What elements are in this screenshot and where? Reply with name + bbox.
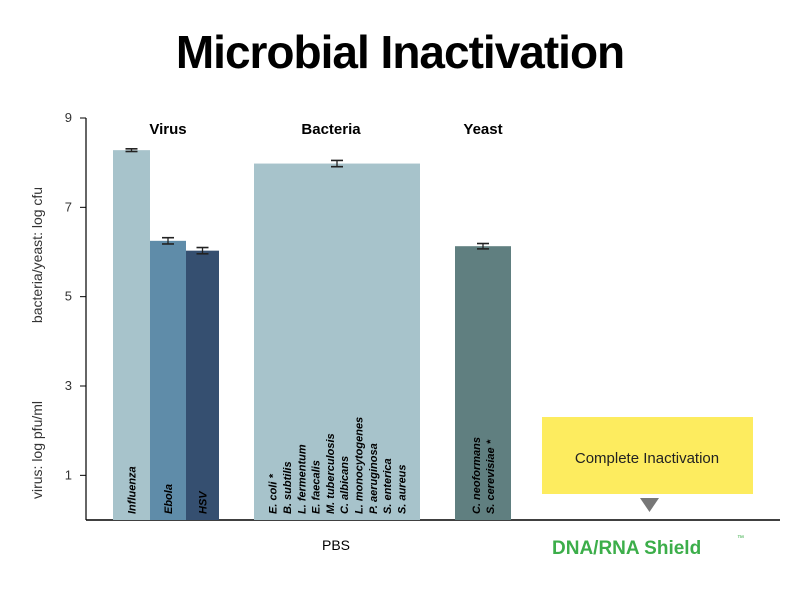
bar-label: M. tuberculosis xyxy=(325,433,337,514)
bar-label: L. fermentum xyxy=(296,444,308,514)
trademark-symbol: ™ xyxy=(737,535,744,542)
bar-label: E. faecalis xyxy=(311,460,323,514)
y-tick-label: 1 xyxy=(65,467,72,482)
y-axis-label-bacteria-yeast: bacteria/yeast: log cfu xyxy=(29,187,45,323)
x-category-pbs: PBS xyxy=(322,537,350,553)
bar-label: B. subtilis xyxy=(282,461,294,514)
bar-label: S. enterica xyxy=(382,458,394,514)
y-tick-label: 5 xyxy=(65,289,72,304)
down-triangle-marker xyxy=(640,498,659,512)
y-tick-label: 9 xyxy=(65,110,72,125)
bar-label: P. aeruginosa xyxy=(368,443,380,514)
y-tick-label: 7 xyxy=(65,199,72,214)
bar-label: S. cerevisiae * xyxy=(485,439,497,514)
dna-rna-shield-label: DNA/RNA Shield xyxy=(552,538,701,559)
bar-label: HSV xyxy=(198,490,210,514)
bar xyxy=(186,250,219,520)
bar-label: L. monocytogenes xyxy=(353,417,365,514)
y-tick-label: 3 xyxy=(65,378,72,393)
group-label: Bacteria xyxy=(301,121,361,138)
bar-label: C. neoformans xyxy=(471,437,483,514)
bar-label: Influenza xyxy=(127,466,139,514)
bar xyxy=(150,240,186,521)
chart-title: Microbial Inactivation xyxy=(176,26,624,78)
bar-label: C. albicans xyxy=(339,456,351,514)
annotation-text: Complete Inactivation xyxy=(575,450,719,467)
bar xyxy=(455,246,511,520)
group-label: Yeast xyxy=(463,121,502,138)
bar-labels: Influenza Ebola HSV E. coli * B. subtilis L. … xyxy=(127,417,498,514)
annotation-box xyxy=(542,417,753,494)
bar-label: Ebola xyxy=(163,484,175,514)
bar-label: S. aureus xyxy=(396,464,408,514)
bar xyxy=(254,163,420,520)
y-axis-label: virus: log pfu/ml bacteria/yeast: log cf… xyxy=(29,187,45,499)
bar xyxy=(113,150,150,520)
group-labels: Virus Bacteria Yeast xyxy=(149,121,502,138)
complete-inactivation-annotation: Complete Inactivation xyxy=(542,417,753,512)
y-axis-label-virus: virus: log pfu/ml xyxy=(29,401,45,499)
bar-label: E. coli * xyxy=(268,474,280,514)
group-label: Virus xyxy=(149,121,186,138)
x-category-dna-rna-shield: DNA/RNA Shield ™ xyxy=(552,535,744,559)
bars xyxy=(113,148,511,521)
